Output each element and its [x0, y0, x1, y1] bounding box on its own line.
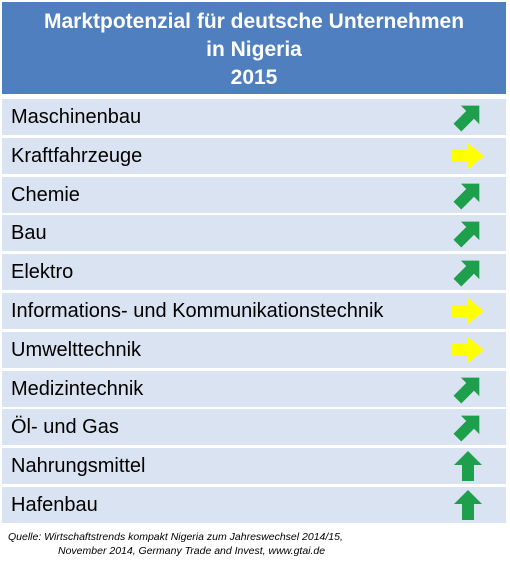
table-row: Bau [2, 215, 506, 252]
table-row: Maschinenbau [2, 99, 506, 135]
green-diagonal-arrow-icon [448, 373, 488, 405]
table-row: Medizintechnik [2, 370, 506, 407]
green-diagonal-arrow-icon [448, 217, 488, 249]
table-row: Informations- und Kommunikationstechnik [2, 292, 506, 329]
sector-label: Medizintechnik [11, 377, 144, 400]
table-header: Marktpotenzial für deutsche Unternehmen … [2, 2, 506, 94]
sector-label: Chemie [11, 183, 80, 206]
sector-label: Maschinenbau [11, 106, 142, 128]
yellow-right-arrow-icon [448, 140, 488, 172]
sector-label: Elektro [11, 261, 74, 284]
title-line-1: Marktpotenzial für deutsche Unternehmen [43, 10, 465, 33]
source-line-1: Quelle: Wirtschaftstrends kompakt Nigeri… [8, 531, 343, 543]
table-row: Öl- und Gas [2, 409, 506, 446]
green-diagonal-arrow-icon [448, 101, 488, 133]
green-diagonal-arrow-icon [448, 411, 488, 443]
table-row: Nahrungsmittel [2, 448, 506, 485]
sector-table: Maschinenbau Kraftfahrzeuge Chemie Bau Elekt… [2, 99, 506, 526]
title-line-2: in Nigeria [206, 38, 302, 61]
yellow-right-arrow-icon [448, 295, 488, 327]
source-line-2: November 2014, Germany Trade and Invest,… [58, 545, 326, 557]
table-row: Chemie [2, 176, 506, 213]
table-row: Kraftfahrzeuge [2, 137, 506, 174]
sector-label: Umwelttechnik [11, 338, 142, 361]
source-note: Quelle: Wirtschaftstrends kompakt Nigeri… [8, 530, 508, 558]
sector-label: Nahrungsmittel [11, 455, 146, 478]
sector-label: Informations- und Kommunikationstechnik [11, 299, 384, 322]
sector-label: Öl- und Gas [11, 416, 119, 439]
title-line-3: 2015 [230, 66, 278, 89]
yellow-right-arrow-icon [448, 334, 488, 366]
green-diagonal-arrow-icon [448, 256, 488, 288]
green-diagonal-arrow-icon [448, 179, 488, 211]
table-row: Umwelttechnik [2, 331, 506, 368]
green-up-arrow-icon [448, 489, 488, 521]
table-row: Hafenbau [2, 486, 506, 523]
table-row: Elektro [2, 254, 506, 291]
sector-label: Kraftfahrzeuge [11, 144, 143, 167]
green-up-arrow-icon [448, 450, 488, 482]
sector-label: Hafenbau [11, 493, 98, 516]
sector-label: Bau [11, 222, 47, 245]
